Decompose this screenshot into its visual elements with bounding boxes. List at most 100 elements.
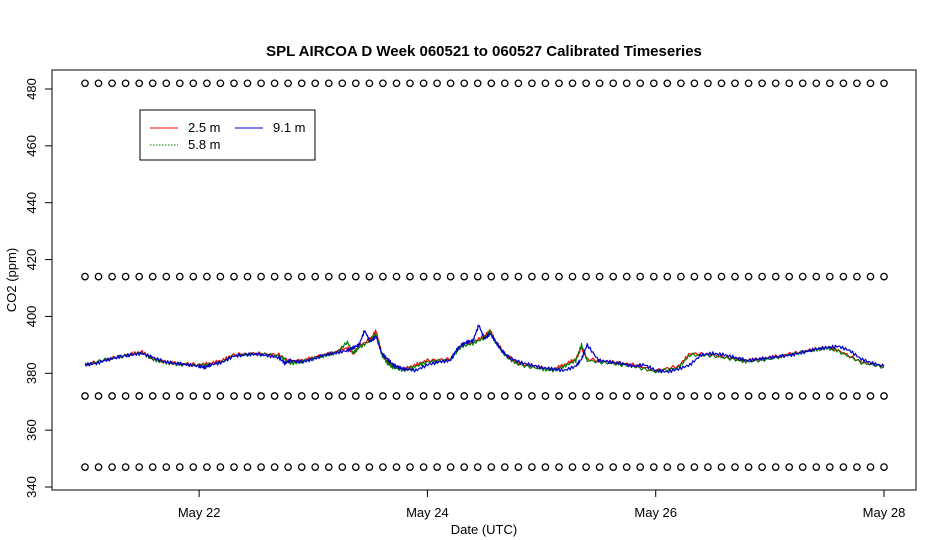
reference-marker [311, 392, 320, 400]
reference-marker [419, 463, 428, 471]
reference-marker [108, 79, 116, 88]
reference-marker [798, 463, 807, 471]
reference-marker [825, 392, 834, 400]
reference-marker [785, 272, 794, 281]
reference-marker [500, 272, 509, 281]
reference-marker [419, 272, 428, 281]
reference-marker [649, 272, 658, 281]
reference-marker [487, 79, 496, 88]
reference-marker [216, 392, 225, 400]
reference-marker [528, 463, 536, 471]
legend-box [139, 109, 316, 161]
y-tick-label: 420 [24, 249, 39, 271]
reference-marker [649, 463, 658, 471]
reference-marker [744, 79, 753, 88]
reference-marker [514, 392, 523, 400]
reference-marker [825, 79, 834, 88]
reference-marker [622, 463, 631, 471]
reference-marker [351, 463, 360, 471]
reference-marker [785, 463, 794, 471]
reference-marker [663, 272, 672, 281]
reference-marker [270, 392, 279, 400]
reference-marker [704, 79, 712, 88]
reference-marker [487, 392, 496, 400]
reference-marker [528, 79, 536, 88]
reference-marker [460, 463, 469, 471]
reference-marker [324, 79, 333, 88]
reference-marker [162, 392, 171, 400]
reference-marker [189, 392, 198, 400]
reference-marker [392, 79, 401, 88]
reference-marker [392, 463, 401, 471]
reference-marker [108, 463, 116, 471]
reference-marker [609, 79, 618, 88]
series-lines [84, 324, 885, 374]
reference-marker [595, 272, 604, 281]
reference-marker [135, 272, 144, 281]
reference-marker [568, 463, 577, 471]
reference-marker [798, 79, 807, 88]
reference-marker [433, 79, 441, 88]
reference-marker [704, 392, 712, 400]
reference-marker [568, 79, 577, 88]
reference-marker [324, 463, 333, 471]
reference-marker [798, 272, 807, 281]
reference-marker [189, 272, 198, 281]
reference-marker [758, 79, 766, 88]
reference-marker [555, 272, 563, 281]
reference-marker [582, 463, 590, 471]
reference-marker [622, 272, 631, 281]
reference-marker [284, 79, 292, 88]
reference-marker [866, 463, 875, 471]
reference-marker [690, 392, 699, 400]
reference-marker [379, 392, 387, 400]
reference-marker [243, 272, 252, 281]
reference-marker [758, 392, 766, 400]
reference-marker [392, 392, 401, 400]
reference-marker [365, 272, 374, 281]
reference-marker [609, 463, 618, 471]
reference-marker [514, 272, 523, 281]
reference-marker [677, 463, 685, 471]
reference-marker [433, 392, 441, 400]
reference-marker [690, 79, 699, 88]
reference-marker [731, 272, 739, 281]
reference-marker [297, 392, 306, 400]
reference-marker [121, 272, 130, 281]
y-tick-label: 460 [24, 135, 39, 157]
reference-marker [175, 272, 184, 281]
y-axis: 340 360 380 400 420 440 460 480 [24, 78, 53, 498]
reference-marker [500, 463, 509, 471]
reference-marker [609, 272, 618, 281]
reference-marker [162, 272, 171, 281]
reference-marker [839, 392, 848, 400]
reference-marker [460, 79, 469, 88]
reference-marker [473, 463, 482, 471]
reference-marker [609, 392, 618, 400]
reference-marker [744, 272, 753, 281]
reference-marker [541, 463, 550, 471]
reference-marker [108, 272, 116, 281]
reference-marker [473, 272, 482, 281]
reference-marker [771, 79, 780, 88]
reference-marker [744, 463, 753, 471]
reference-marker [121, 392, 130, 400]
reference-marker [189, 463, 198, 471]
reference-marker [568, 392, 577, 400]
reference-marker [663, 463, 672, 471]
reference-marker [555, 463, 563, 471]
reference-marker [297, 463, 306, 471]
reference-marker [853, 392, 861, 400]
y-tick-label: 480 [24, 78, 39, 100]
chart-title: SPL AIRCOA D Week 060521 to 060527 Calib… [266, 43, 702, 60]
reference-marker [704, 463, 712, 471]
reference-marker [595, 392, 604, 400]
reference-marker [392, 272, 401, 281]
reference-marker [663, 79, 672, 88]
y-tick-label: 360 [24, 419, 39, 441]
reference-marker [717, 272, 726, 281]
reference-marker [216, 79, 225, 88]
reference-marker [582, 272, 590, 281]
reference-marker [284, 392, 292, 400]
